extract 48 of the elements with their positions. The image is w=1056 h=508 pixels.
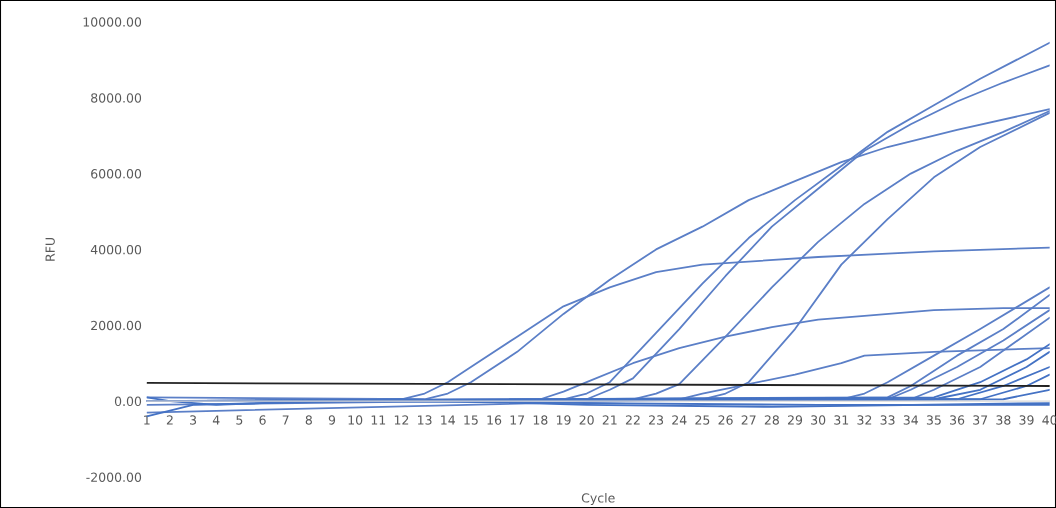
- x-tick-label: 31: [834, 415, 849, 425]
- y-axis-title: RFU: [45, 238, 55, 261]
- y-tick-label: 0.00: [114, 396, 142, 407]
- x-tick-label: 12: [394, 415, 409, 425]
- x-tick-label: 6: [259, 415, 266, 425]
- x-tick-label: 28: [764, 415, 779, 425]
- x-tick-label: 35: [926, 415, 941, 425]
- x-tick-label: 26: [718, 415, 733, 425]
- x-tick-label: 15: [464, 415, 478, 425]
- x-tick-label: 13: [418, 415, 432, 425]
- y-tick-label: 2000.00: [91, 320, 142, 331]
- x-tick-label: 32: [857, 415, 872, 425]
- x-tick-label: 1: [144, 415, 150, 425]
- x-tick-label: 11: [371, 415, 386, 425]
- x-tick-label: 2: [166, 415, 173, 425]
- x-tick-label: 17: [510, 415, 525, 425]
- x-tick-label: 8: [305, 415, 312, 425]
- x-tick-label: 4: [212, 415, 220, 425]
- x-tick-label: 7: [282, 415, 289, 425]
- x-tick-label: 20: [579, 415, 594, 425]
- x-tick-label: 14: [441, 415, 455, 425]
- x-tick-label: 39: [1019, 415, 1034, 425]
- x-tick-label: 25: [695, 415, 710, 425]
- x-tick-label: 19: [556, 415, 571, 425]
- x-tick-label: 30: [811, 415, 826, 425]
- y-tick-label: 4000.00: [90, 244, 142, 255]
- x-tick-label: 9: [328, 415, 336, 425]
- x-tick-label: 22: [625, 415, 640, 425]
- x-tick-label: 34: [903, 415, 919, 425]
- x-tick-label: 21: [602, 415, 617, 425]
- x-tick-label: 24: [672, 415, 687, 425]
- x-tick-label: 38: [996, 415, 1011, 425]
- x-tick-label: 33: [880, 415, 895, 425]
- x-tick-label: 36: [950, 415, 965, 425]
- x-tick-label: 18: [533, 415, 548, 425]
- x-tick-label: 37: [973, 415, 988, 425]
- x-tick-label: 29: [787, 415, 803, 425]
- y-tick-label: -2000.00: [86, 472, 142, 482]
- x-tick-label: 27: [741, 415, 756, 425]
- x-axis-title: Cycle: [581, 492, 615, 506]
- x-tick-label: 16: [487, 415, 502, 425]
- y-tick-label: 6000.00: [91, 169, 142, 179]
- x-tick-label: 10: [348, 415, 363, 425]
- x-tick-label: 23: [649, 415, 664, 425]
- x-tick-label: 3: [190, 415, 197, 425]
- y-tick-label: 8000.00: [91, 93, 142, 103]
- x-tick-label: 5: [236, 415, 243, 425]
- y-tick-label: 10000.00: [83, 17, 142, 27]
